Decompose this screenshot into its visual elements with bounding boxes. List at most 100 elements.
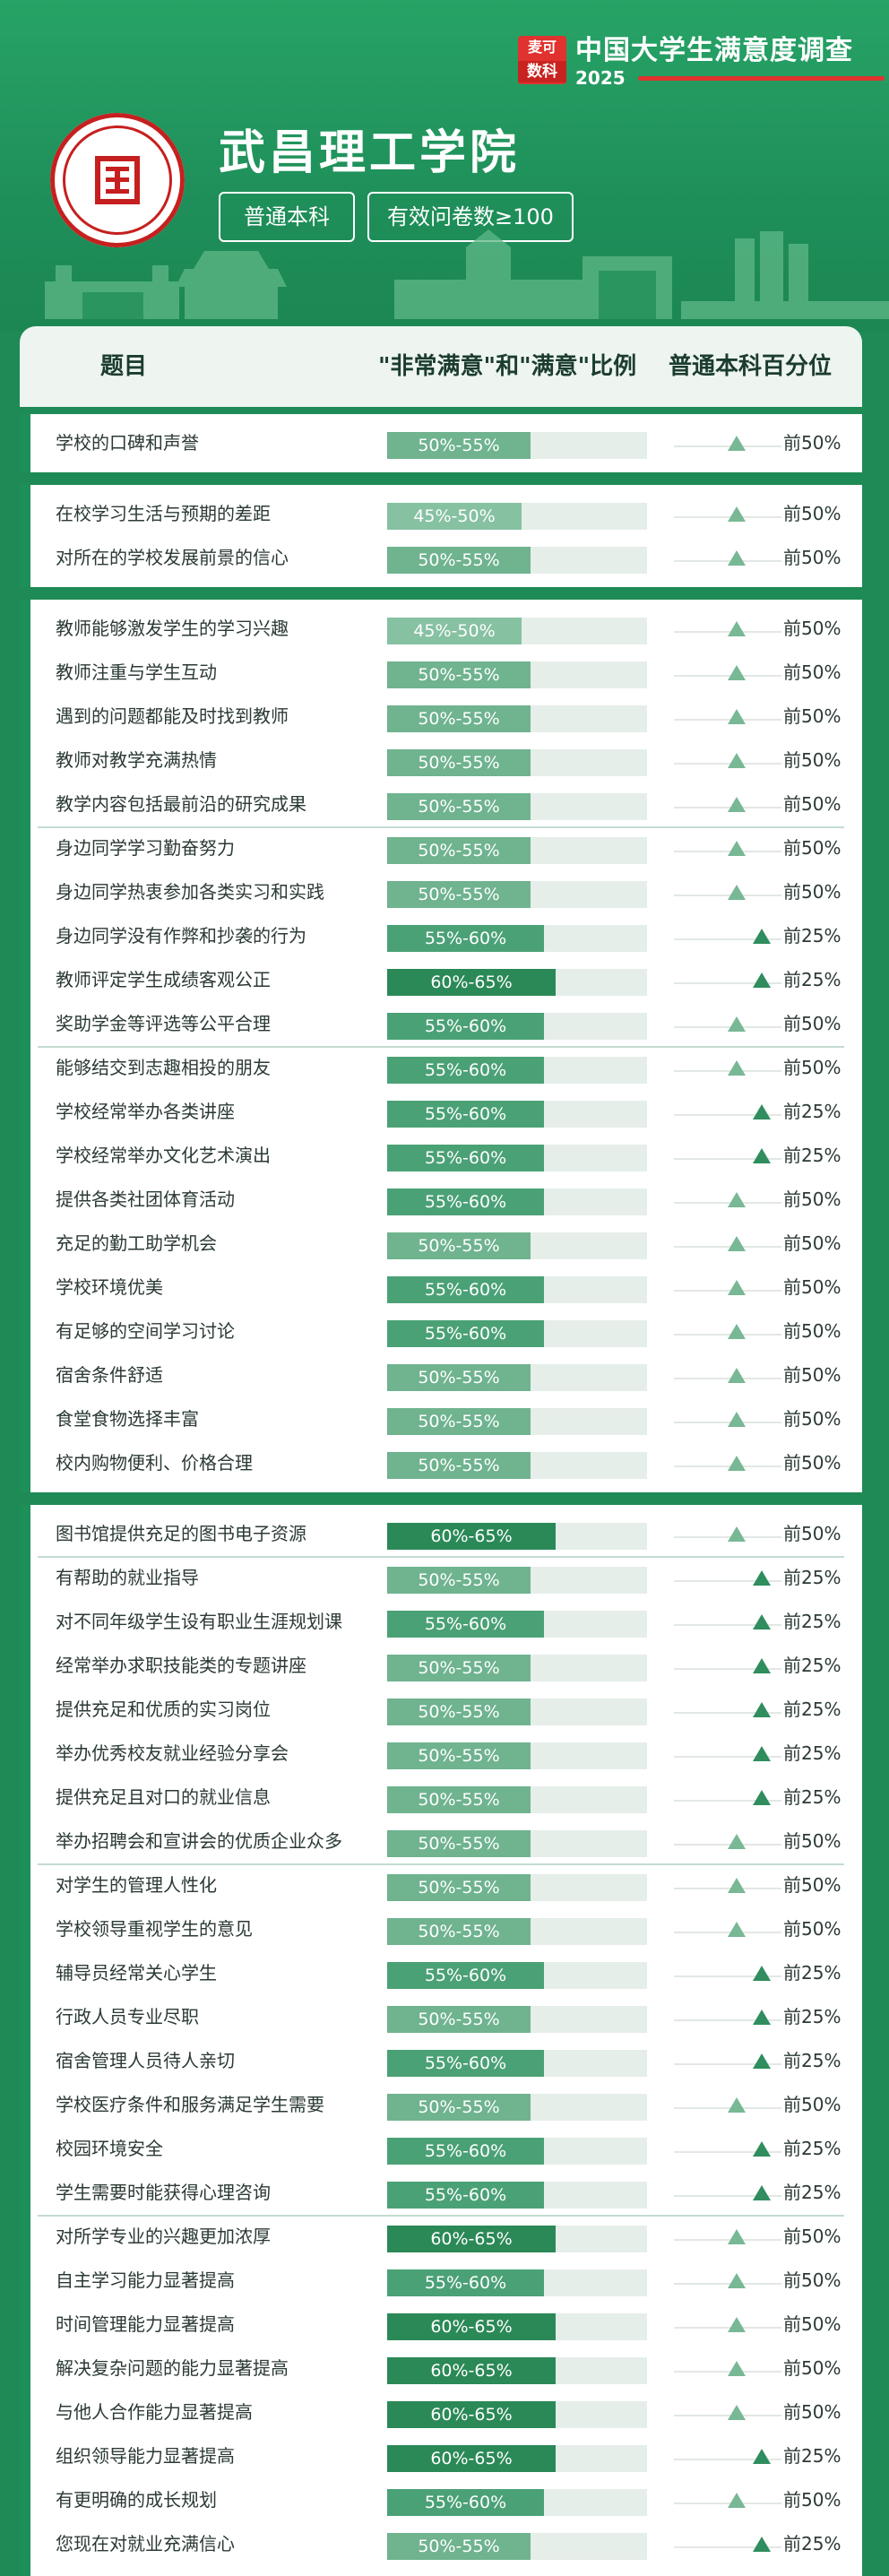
percentile-value: 前50% <box>783 432 842 454</box>
satisfaction-range-bar: 60%-65% <box>387 2357 556 2384</box>
satisfaction-range-bar: 50%-55% <box>387 1655 531 1681</box>
percentile-value: 前25% <box>783 1101 842 1122</box>
table-row: 宿舍条件舒适 50%-55% 前50% <box>20 1353 862 1397</box>
percentile-marker-icon <box>728 841 746 856</box>
section-accent-bar <box>20 485 30 587</box>
question-label: 图书馆提供充足的图书电子资源 <box>56 1523 306 1544</box>
table-row: 校内购物便利、价格合理 50%-55% 前50% <box>20 1441 862 1485</box>
table-row: 有帮助的就业指导 50%-55% 前25% <box>20 1556 862 1600</box>
percentile-marker-icon <box>753 2185 771 2200</box>
satisfaction-bar-track: 50%-55% <box>387 432 647 459</box>
table-row: 学校领导重视学生的意见 50%-55% 前50% <box>20 1907 862 1951</box>
percentile-value: 前50% <box>783 1523 842 1544</box>
satisfaction-range-bar: 50%-55% <box>387 1452 531 1479</box>
percentile-value: 前50% <box>783 1830 842 1852</box>
percentile-marker-icon <box>728 1060 746 1076</box>
question-label: 组织领导能力显著提高 <box>56 2445 235 2467</box>
question-section: 学校的口碑和声誉 50%-55% 前50% <box>20 414 862 472</box>
table-row: 教学内容包括最前沿的研究成果 50%-55% 前50% <box>20 782 862 826</box>
satisfaction-bar-track: 60%-65% <box>387 1523 647 1550</box>
percentile-track <box>674 2546 781 2548</box>
table-row: 图书馆提供充足的图书电子资源 60%-65% 前50% <box>20 1512 862 1556</box>
question-label: 遇到的问题都能及时找到教师 <box>56 705 289 727</box>
percentile-marker-icon <box>728 1368 746 1383</box>
question-label: 身边同学热衷参加各类实习和实践 <box>56 881 324 903</box>
satisfaction-bar-track: 50%-55% <box>387 1452 647 1479</box>
survey-brand: 麦可 数科 中国大学生满意度调查 2025 <box>513 34 889 90</box>
percentile-marker-icon <box>728 2361 746 2376</box>
satisfaction-range-bar: 55%-60% <box>387 2050 544 2077</box>
question-label: 奖助学金等评选等公平合理 <box>56 1013 271 1034</box>
satisfaction-bar-track: 50%-55% <box>387 705 647 732</box>
table-row: 有更明确的成长规划 55%-60% 前50% <box>20 2478 862 2522</box>
question-label: 行政人员专业尽职 <box>56 2006 199 2027</box>
percentile-value: 前25% <box>783 1567 842 1588</box>
percentile-marker-icon <box>728 1878 746 1893</box>
percentile-marker-icon <box>753 972 771 988</box>
question-label: 能够结交到志趣相投的朋友 <box>56 1057 271 1078</box>
satisfaction-bar-track: 55%-60% <box>387 2182 647 2209</box>
satisfaction-range-bar: 60%-65% <box>387 2445 556 2472</box>
table-row: 奖助学金等评选等公平合理 55%-60% 前50% <box>20 1002 862 1046</box>
percentile-marker-icon <box>728 1526 746 1542</box>
satisfaction-bar-track: 55%-60% <box>387 1145 647 1171</box>
school-name: 武昌理工学院 <box>219 126 521 180</box>
percentile-marker-icon <box>728 1016 746 1032</box>
percentile-value: 前25% <box>783 969 842 990</box>
table-row: 与他人合作能力显著提高 60%-65% 前50% <box>20 2390 862 2434</box>
subsection-divider <box>38 1046 844 1048</box>
school-emblem-logo <box>50 113 185 247</box>
question-section: 教师能够激发学生的学习兴趣 45%-50% 前50% 教师注重与学生互动 50%-55%… <box>20 600 862 1492</box>
column-header: 题目 "非常满意"和"满意"比例 普通本科百分位 <box>20 326 862 407</box>
percentile-track <box>674 982 781 984</box>
percentile-value: 前50% <box>783 1918 842 1940</box>
question-label: 提供各类社团体育活动 <box>56 1189 235 1210</box>
percentile-marker-icon <box>728 621 746 636</box>
satisfaction-bar-track: 55%-60% <box>387 1189 647 1215</box>
percentile-value: 前50% <box>783 1874 842 1896</box>
satisfaction-bar-track: 55%-60% <box>387 2050 647 2077</box>
table-row: 学生需要时能获得心理咨询 55%-60% 前25% <box>20 2171 862 2215</box>
table-row: 身边同学学习勤奋努力 50%-55% 前50% <box>20 826 862 870</box>
table-row: 宿舍管理人员待人亲切 55%-60% 前25% <box>20 2039 862 2083</box>
satisfaction-range-bar: 45%-50% <box>387 618 522 644</box>
percentile-value: 前50% <box>783 2094 842 2115</box>
satisfaction-range-bar: 50%-55% <box>387 749 531 776</box>
table-row: 遇到的问题都能及时找到教师 50%-55% 前50% <box>20 695 862 739</box>
percentile-value: 前25% <box>783 925 842 947</box>
question-label: 自主学习能力显著提高 <box>56 2269 235 2291</box>
table-row: 举办招聘会和宣讲会的优质企业众多 50%-55% 前50% <box>20 1820 862 1863</box>
question-label: 学校的口碑和声誉 <box>56 432 199 454</box>
satisfaction-range-bar: 55%-60% <box>387 1101 544 1128</box>
satisfaction-range-bar: 50%-55% <box>387 547 531 574</box>
question-label: 教师注重与学生互动 <box>56 661 217 683</box>
satisfaction-range-bar: 55%-60% <box>387 925 544 952</box>
satisfaction-range-bar: 55%-60% <box>387 1057 544 1084</box>
percentile-value: 前50% <box>783 503 842 524</box>
question-label: 对学生的管理人性化 <box>56 1874 217 1896</box>
satisfaction-bar-track: 50%-55% <box>387 547 647 574</box>
satisfaction-bar-track: 60%-65% <box>387 2313 647 2340</box>
table-row: 身边同学没有作弊和抄袭的行为 55%-60% 前25% <box>20 914 862 958</box>
question-label: 对所在的学校发展前景的信心 <box>56 547 289 568</box>
satisfaction-range-bar: 55%-60% <box>387 1013 544 1040</box>
percentile-value: 前25% <box>783 1962 842 1984</box>
percentile-value: 前50% <box>783 547 842 568</box>
survey-title: 中国大学生满意度调查 <box>575 35 853 66</box>
subsection-divider <box>38 1556 844 1558</box>
section-accent-bar <box>20 414 30 472</box>
question-label: 提供充足且对口的就业信息 <box>56 1786 271 1808</box>
percentile-marker-icon <box>728 1834 746 1849</box>
satisfaction-bar-track: 60%-65% <box>387 2357 647 2384</box>
percentile-marker-icon <box>753 1658 771 1673</box>
percentile-value: 前25% <box>783 1742 842 1764</box>
satisfaction-bar-track: 50%-55% <box>387 2094 647 2121</box>
percentile-marker-icon <box>753 2537 771 2552</box>
survey-logo: 麦可 数科 <box>518 36 566 84</box>
satisfaction-bar-track: 50%-55% <box>387 2533 647 2560</box>
percentile-marker-icon <box>728 2273 746 2288</box>
percentile-track <box>674 1712 781 1714</box>
question-label: 学校经常举办文化艺术演出 <box>56 1145 271 1166</box>
satisfaction-range-bar: 55%-60% <box>387 1189 544 1215</box>
percentile-track <box>674 1800 781 1802</box>
